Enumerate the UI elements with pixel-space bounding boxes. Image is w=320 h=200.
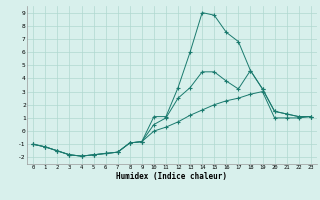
X-axis label: Humidex (Indice chaleur): Humidex (Indice chaleur) <box>116 172 228 181</box>
